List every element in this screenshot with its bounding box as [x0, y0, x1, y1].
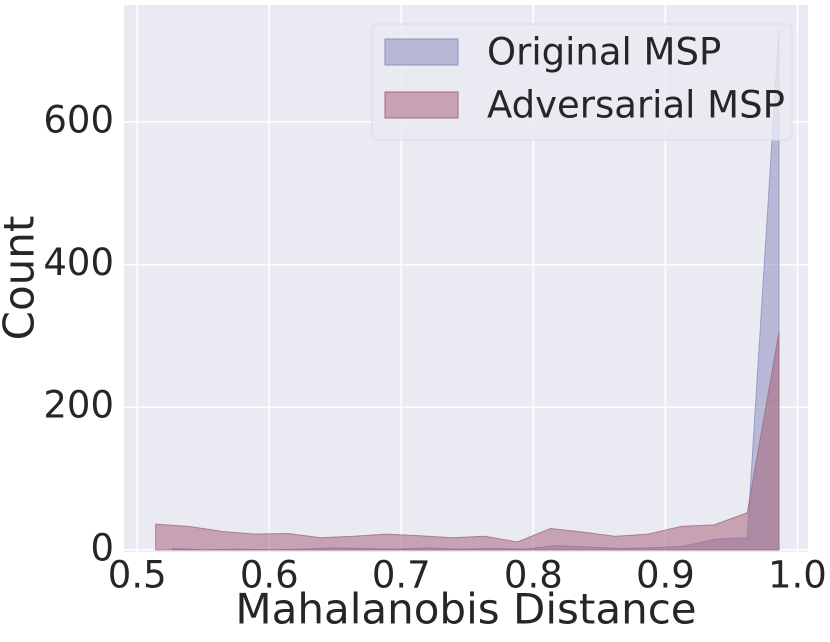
area: [155, 332, 780, 551]
x-tick-label: 0.5: [108, 554, 167, 597]
y-tick-label: 200: [43, 384, 114, 427]
x-tick-label: 0.7: [372, 554, 431, 597]
ticks: 0.5 0.6 0.7 0.8 0.9 1.0 0 200 400 600: [43, 98, 826, 596]
legend-swatch: [384, 38, 459, 66]
legend: Original MSP Adversarial MSP: [371, 23, 793, 141]
legend-label: Original MSP: [487, 31, 721, 74]
x-tick-label: 0.9: [636, 554, 695, 597]
y-tick-label: 400: [43, 241, 114, 284]
x-axis-label: Mahalanobis Distance: [235, 585, 696, 634]
x-tick-label: 0.6: [240, 554, 299, 597]
y-axis-label: Count: [0, 216, 44, 341]
legend-box: [371, 23, 793, 141]
legend-label: Adversarial MSP: [487, 84, 785, 127]
y-tick-label: 600: [43, 98, 114, 141]
x-tick-label: 0.8: [504, 554, 563, 597]
y-tick-label: 0: [90, 526, 114, 569]
areas: [155, 29, 780, 551]
x-tick-label: 1.0: [768, 554, 827, 597]
legend-swatch: [384, 91, 459, 119]
